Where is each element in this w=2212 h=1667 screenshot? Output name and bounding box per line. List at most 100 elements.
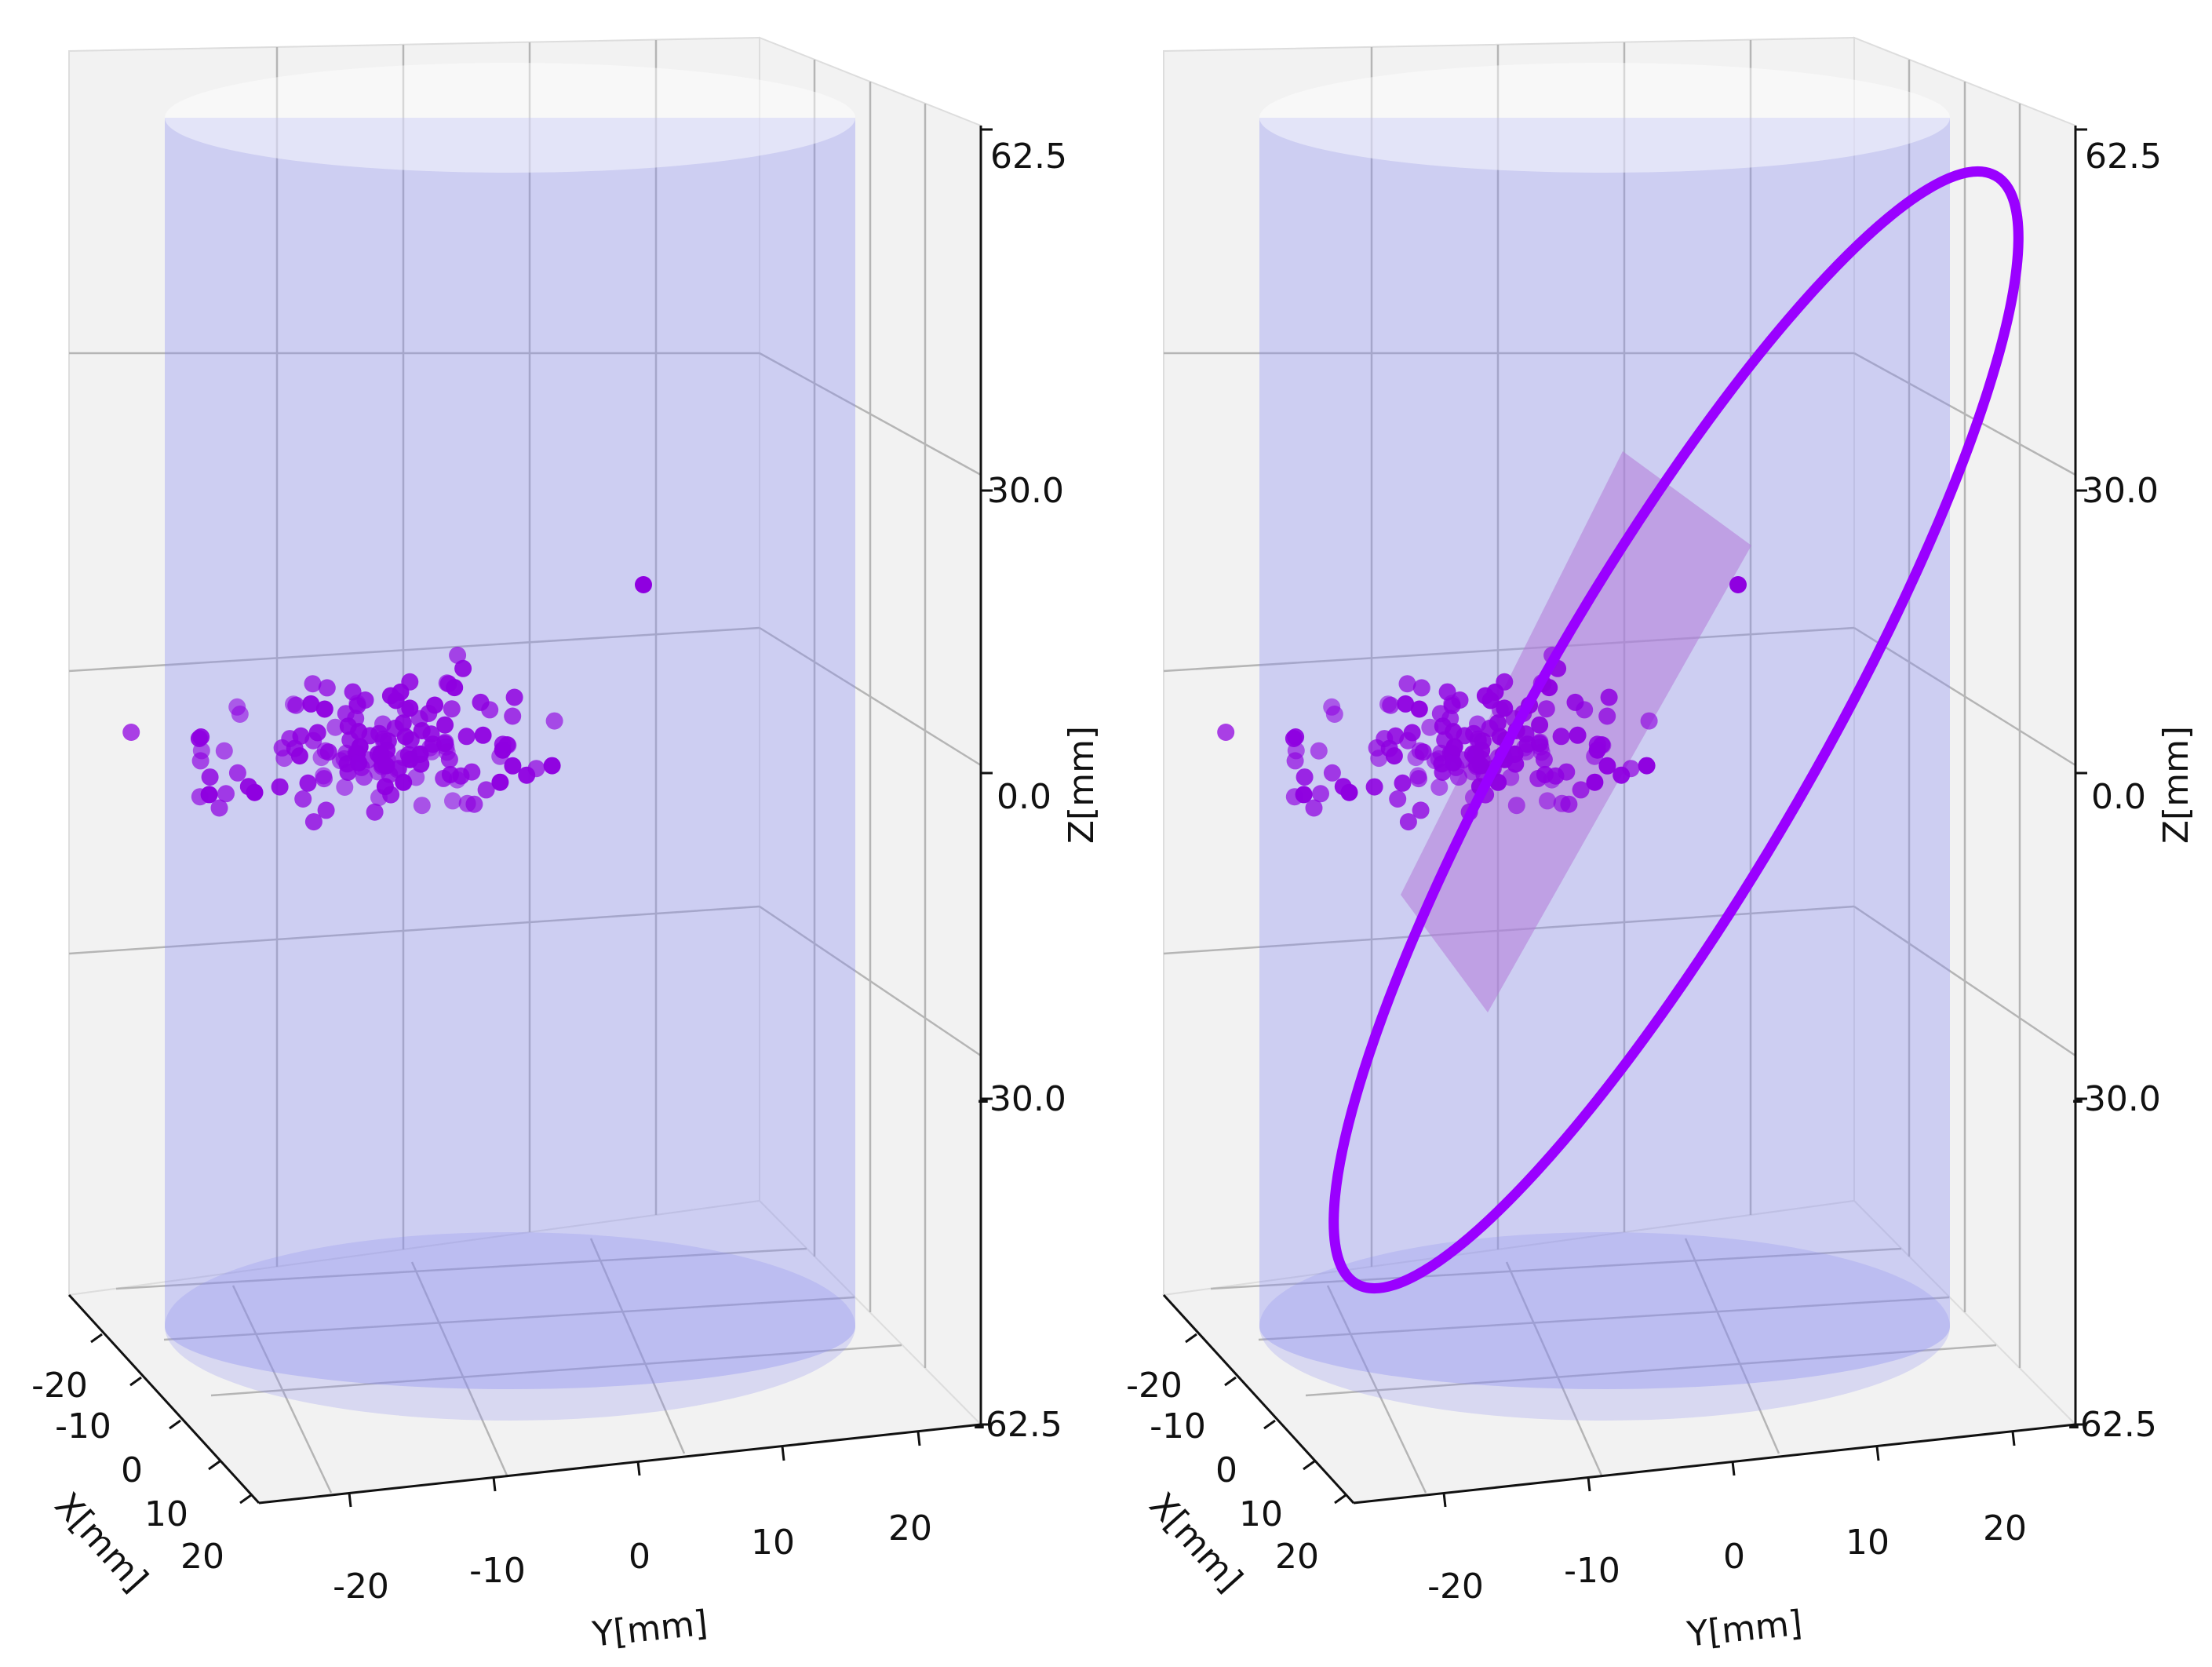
scatter-point bbox=[477, 781, 495, 799]
scatter-point bbox=[1310, 742, 1328, 760]
gridlines-back bbox=[68, 40, 760, 1267]
scatter-point bbox=[336, 779, 354, 796]
scatter-point bbox=[543, 757, 561, 775]
scatter-point bbox=[366, 803, 384, 821]
scatter-point bbox=[1537, 700, 1555, 718]
scatter-point bbox=[1285, 730, 1303, 747]
scatter-point bbox=[304, 813, 323, 831]
z-axis: 62.5 30.0 0.0 -30.0 -62.5 Z[mm] bbox=[2068, 126, 2196, 1445]
scatter-point bbox=[337, 705, 355, 723]
scatter-point bbox=[271, 778, 289, 796]
scatter-point bbox=[1217, 724, 1235, 741]
gridlines-side bbox=[1853, 60, 2076, 1368]
gridlines-side bbox=[759, 60, 982, 1368]
scatter-point bbox=[1397, 695, 1415, 713]
z-axis: 62.5 30.0 0.0 -30.0 -62.5 Z[mm] bbox=[973, 126, 1102, 1445]
scatter-point bbox=[1394, 774, 1412, 792]
scatter-point bbox=[635, 576, 652, 593]
scatter-point bbox=[1496, 699, 1514, 717]
z-tick-label: 0.0 bbox=[2091, 777, 2146, 817]
z-tick-label: 30.0 bbox=[987, 471, 1064, 511]
scatter-point bbox=[1431, 705, 1449, 723]
scatter-point bbox=[1598, 757, 1616, 775]
scatter-point bbox=[1569, 726, 1587, 744]
z-tick-label: -30.0 bbox=[977, 1079, 1066, 1119]
scatter-point bbox=[312, 749, 330, 767]
scatter-point bbox=[1399, 813, 1417, 831]
scatter-point bbox=[1489, 714, 1507, 732]
scatter-point bbox=[401, 699, 419, 717]
scatter-point bbox=[122, 724, 140, 741]
scatter-point bbox=[1398, 675, 1416, 693]
scatter-point bbox=[1334, 778, 1352, 796]
scatter-point bbox=[413, 722, 431, 739]
x-tick-label: -20 bbox=[1126, 1366, 1183, 1406]
scatter-point bbox=[217, 785, 235, 803]
scatter-point bbox=[458, 794, 476, 812]
scatter-point bbox=[290, 747, 308, 765]
x-tick-label: 0 bbox=[121, 1450, 143, 1490]
scatter-point bbox=[1412, 679, 1430, 697]
scatter-point bbox=[1412, 801, 1430, 819]
scatter-point bbox=[1473, 750, 1491, 768]
scatter-point bbox=[1410, 700, 1428, 718]
scatter-point bbox=[1385, 747, 1403, 765]
z-tick-label: -30.0 bbox=[2072, 1079, 2161, 1119]
scatter-point bbox=[1552, 728, 1570, 746]
scatter-point bbox=[318, 679, 336, 697]
scatter-point bbox=[1449, 768, 1467, 786]
scatter-point bbox=[438, 743, 456, 761]
scatter-point bbox=[1365, 778, 1383, 796]
scatter-point bbox=[449, 646, 467, 664]
x-axis-label: X[mm] bbox=[1142, 1485, 1250, 1600]
z-tick-label: 30.0 bbox=[2082, 471, 2159, 511]
scatter-point bbox=[491, 773, 509, 791]
scatter-point bbox=[1421, 718, 1439, 736]
y-tick-label: 10 bbox=[751, 1523, 795, 1563]
scatter-point bbox=[1729, 576, 1747, 593]
scatter-point bbox=[1600, 688, 1618, 706]
scatter-point bbox=[1622, 760, 1640, 778]
scatter-point bbox=[351, 738, 369, 756]
x-tick-label: 10 bbox=[1239, 1494, 1283, 1534]
scatter-point bbox=[527, 760, 545, 778]
scatter-point bbox=[1323, 764, 1341, 782]
x-tick-label: -10 bbox=[1150, 1406, 1206, 1446]
scatter-point bbox=[287, 696, 305, 714]
scatter-point bbox=[315, 700, 333, 718]
scatter-point bbox=[395, 773, 413, 791]
scatter-point bbox=[1295, 786, 1313, 804]
scatter-point bbox=[463, 763, 481, 781]
z-axis-label: Z[mm] bbox=[2156, 726, 2196, 844]
scatter-point bbox=[1507, 797, 1525, 815]
scatter-point bbox=[1312, 785, 1329, 803]
scatter-point bbox=[413, 797, 431, 815]
z-tick-label: 0.0 bbox=[997, 777, 1051, 817]
scatter-point bbox=[315, 770, 333, 788]
scatter-point bbox=[505, 688, 523, 706]
gridlines-floor bbox=[115, 1238, 902, 1494]
scatter-point bbox=[1529, 769, 1547, 787]
scatter-point bbox=[355, 768, 373, 786]
scatter-point bbox=[200, 786, 218, 804]
scatter-point bbox=[1469, 715, 1486, 733]
scatter-point bbox=[1445, 738, 1463, 756]
scatter-point bbox=[545, 712, 563, 730]
scatter-point bbox=[1445, 754, 1463, 771]
scatter-point bbox=[394, 714, 412, 732]
y-tick-label: 0 bbox=[1723, 1537, 1745, 1577]
scatter-point bbox=[344, 683, 362, 701]
x-axis-label: X[mm] bbox=[47, 1485, 155, 1600]
scatter-point bbox=[474, 726, 492, 744]
scatter-point bbox=[1305, 799, 1323, 817]
scatter-point bbox=[1382, 696, 1400, 714]
scatter-point bbox=[374, 715, 392, 733]
x-tick-label: -20 bbox=[31, 1366, 88, 1406]
scatter-point bbox=[1518, 742, 1536, 761]
scatter-point bbox=[444, 792, 461, 810]
scatter-point bbox=[1438, 683, 1456, 701]
y-tick-label: -20 bbox=[1427, 1567, 1484, 1607]
y-tick-label: 20 bbox=[1983, 1508, 2027, 1548]
y-axis: -20 -10 0 10 20 Y[mm] bbox=[258, 1423, 982, 1655]
